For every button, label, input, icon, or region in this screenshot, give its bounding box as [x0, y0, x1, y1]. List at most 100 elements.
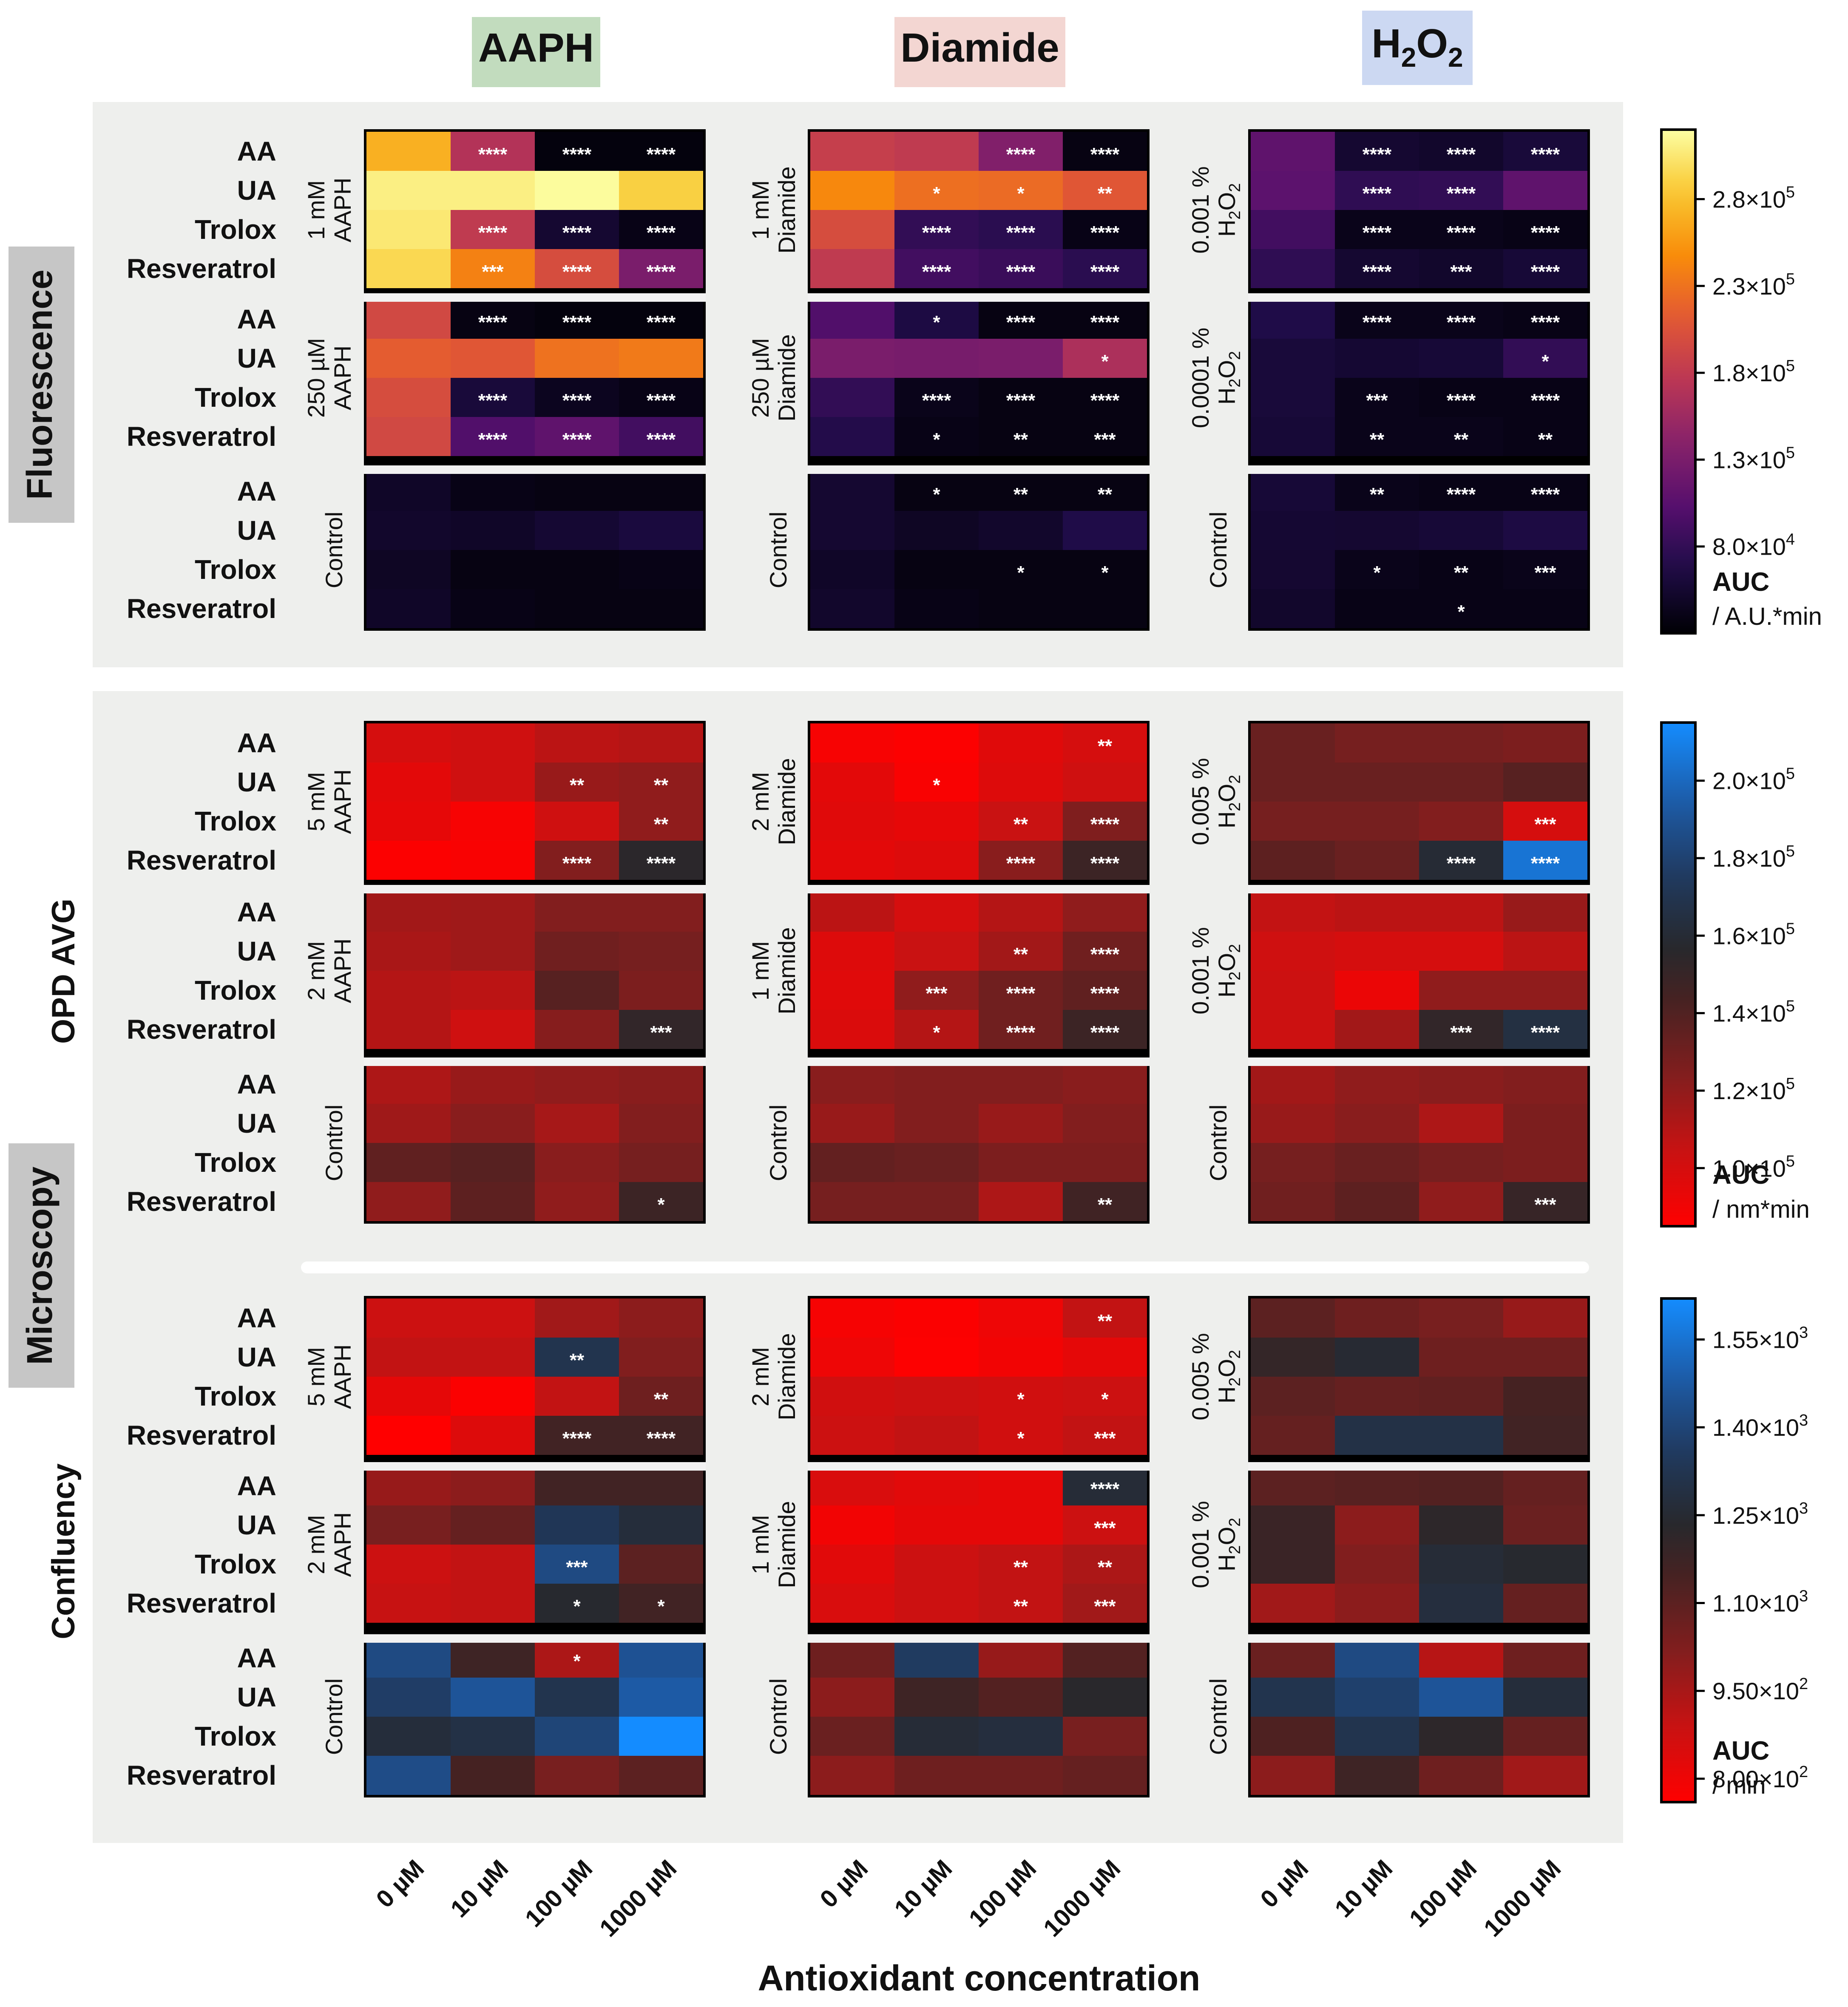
- heatmap-cell: [894, 1143, 979, 1182]
- heatmap-cell: [451, 841, 535, 880]
- group-label-line2: Diamide: [773, 927, 800, 1014]
- heatmap-cell: [619, 1545, 703, 1584]
- group-label-line1: 1 mM: [303, 180, 329, 240]
- x-tick-label: 1000 µM: [1479, 1854, 1566, 1942]
- heatmap-cell: [451, 802, 535, 841]
- heatmap-cell: [1503, 763, 1587, 802]
- significance-stars: ****: [1090, 144, 1120, 165]
- heatmap-cell: [810, 132, 894, 171]
- heatmap-cell: [1063, 763, 1147, 802]
- heatmap-cell: [451, 1545, 535, 1584]
- heatmap-cell: [1063, 1756, 1147, 1795]
- group-separator: [364, 293, 706, 302]
- heatmap-cell: [366, 132, 451, 171]
- column-header-aaph: AAPH: [472, 17, 600, 87]
- heatmap-cell: [366, 1756, 451, 1795]
- significance-stars: **: [1013, 944, 1028, 965]
- heatmap-cell: [366, 802, 451, 841]
- heatmap-cell: [1251, 550, 1335, 589]
- row-label: Trolox: [195, 1381, 276, 1412]
- significance-stars: ****: [1447, 390, 1476, 411]
- row-label: Resveratrol: [127, 1014, 276, 1045]
- heatmap-cell: [1335, 932, 1419, 971]
- significance-stars: ****: [1090, 390, 1120, 411]
- significance-stars: ***: [1534, 814, 1556, 835]
- group-label-line2: Diamide: [773, 758, 800, 845]
- heatmap-cell: [1503, 1638, 1587, 1678]
- heatmap-cell: [810, 1298, 894, 1338]
- significance-stars: ****: [1447, 144, 1476, 165]
- heatmap-cell: [810, 589, 894, 628]
- row-label: UA: [237, 767, 276, 797]
- heatmap-cell: [1251, 971, 1335, 1010]
- heatmap-cell: [619, 472, 703, 511]
- heatmap-cell: [535, 723, 619, 763]
- x-tick-label: 100 µM: [964, 1854, 1042, 1933]
- heatmap-cell: [535, 1182, 619, 1221]
- heatmap-cell: [619, 1505, 703, 1545]
- heatmap-cell: [1251, 472, 1335, 511]
- significance-stars: **: [1454, 562, 1469, 583]
- heatmap-cell: [1503, 893, 1587, 932]
- heatmap-cell: [894, 1065, 979, 1104]
- group-label-line1: 1 mM: [747, 1515, 774, 1574]
- heatmap-cell: [535, 339, 619, 378]
- heatmap-cell: [451, 1505, 535, 1545]
- heatmap-cell: [619, 171, 703, 210]
- heatmap-cell: [1335, 723, 1419, 763]
- significance-stars: ****: [562, 390, 592, 411]
- significance-stars: *: [933, 1022, 940, 1043]
- heatmap-cell: [451, 1416, 535, 1455]
- heatmap-cell: [810, 1143, 894, 1182]
- significance-stars: **: [1013, 484, 1028, 505]
- heatmap-cell: [1419, 1143, 1503, 1182]
- heatmap-cell: [535, 932, 619, 971]
- heatmap-cell: [619, 511, 703, 550]
- significance-stars: *: [1017, 1389, 1025, 1410]
- heatmap-cell: [1503, 1104, 1587, 1143]
- heatmap-cell: [979, 1638, 1063, 1678]
- heatmap-cell: [1335, 1143, 1419, 1182]
- significance-stars: *: [1457, 601, 1465, 622]
- heatmap-cell: [451, 511, 535, 550]
- heatmap-cell: [1503, 1545, 1587, 1584]
- heatmap-cell: [1335, 1065, 1419, 1104]
- heatmap-cell: [1419, 1182, 1503, 1221]
- heatmap-cell: [979, 723, 1063, 763]
- group-label-line1: Control: [1205, 1678, 1232, 1755]
- heatmap-cell: [1419, 1298, 1503, 1338]
- significance-stars: ****: [1090, 853, 1120, 874]
- heatmap-cell: [1503, 1065, 1587, 1104]
- colorbar-title: AUC: [1712, 567, 1769, 597]
- heatmap-cell: [979, 1143, 1063, 1182]
- heatmap-cell: [810, 417, 894, 456]
- group-label-line1: 0.001 %: [1187, 166, 1214, 254]
- group-label-line1: 0.001 %: [1187, 927, 1214, 1015]
- heatmap-cell: [1251, 1143, 1335, 1182]
- group-label-line2: AAPH: [329, 938, 356, 1004]
- colorbar-tick-label: 1.10×103: [1712, 1587, 1808, 1617]
- significance-stars: ****: [1531, 1022, 1560, 1043]
- heatmap-cell: [366, 1104, 451, 1143]
- heatmap-cell: [1251, 1065, 1335, 1104]
- heatmap-cell: [619, 1104, 703, 1143]
- heatmap-cell: [366, 971, 451, 1010]
- heatmap-cell: [1251, 378, 1335, 417]
- heatmap-cell: [619, 893, 703, 932]
- heatmap-cell: [366, 1416, 451, 1455]
- significance-stars: ***: [566, 1557, 588, 1578]
- heatmap-cell: [451, 723, 535, 763]
- row-label: UA: [237, 1108, 276, 1139]
- significance-stars: ****: [647, 429, 676, 450]
- heatmap-cell: [1063, 511, 1147, 550]
- row-label: UA: [237, 515, 276, 546]
- significance-stars: *: [1101, 1389, 1109, 1410]
- colorbar-tick-label: 1.25×103: [1712, 1500, 1808, 1529]
- heatmap-cell: [979, 589, 1063, 628]
- row-label: Resveratrol: [127, 421, 276, 452]
- heatmap-cell: [810, 1584, 894, 1623]
- colorbar-gradient: [1661, 723, 1695, 1226]
- significance-stars: ****: [1531, 484, 1560, 505]
- heatmap-cell: [1251, 511, 1335, 550]
